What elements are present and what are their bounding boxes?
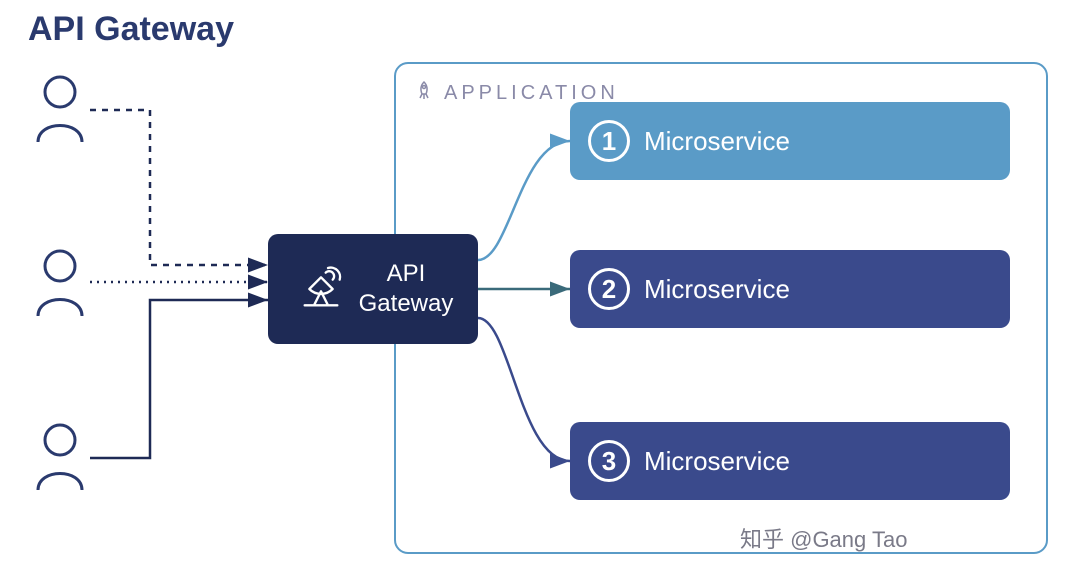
- microservice-1-number: 1: [588, 120, 630, 162]
- user-icon-3: [30, 420, 90, 492]
- user-icon-1: [30, 72, 90, 144]
- microservice-2: 2 Microservice: [570, 250, 1010, 328]
- microservice-3-label: Microservice: [644, 446, 790, 477]
- watermark: 知乎 @Gang Tao: [740, 522, 907, 554]
- api-gateway-label: APIGateway: [359, 259, 454, 319]
- microservice-1-label: Microservice: [644, 126, 790, 157]
- page-title: API Gateway: [28, 10, 234, 49]
- microservice-1: 1 Microservice: [570, 102, 1010, 180]
- microservice-3-number: 3: [588, 440, 630, 482]
- microservice-2-number: 2: [588, 268, 630, 310]
- microservice-3: 3 Microservice: [570, 422, 1010, 500]
- microservice-2-label: Microservice: [644, 274, 790, 305]
- rocket-icon: [412, 80, 436, 104]
- satellite-dish-icon: [293, 261, 349, 317]
- api-gateway-box: APIGateway: [268, 234, 478, 344]
- user-icon-2: [30, 246, 90, 318]
